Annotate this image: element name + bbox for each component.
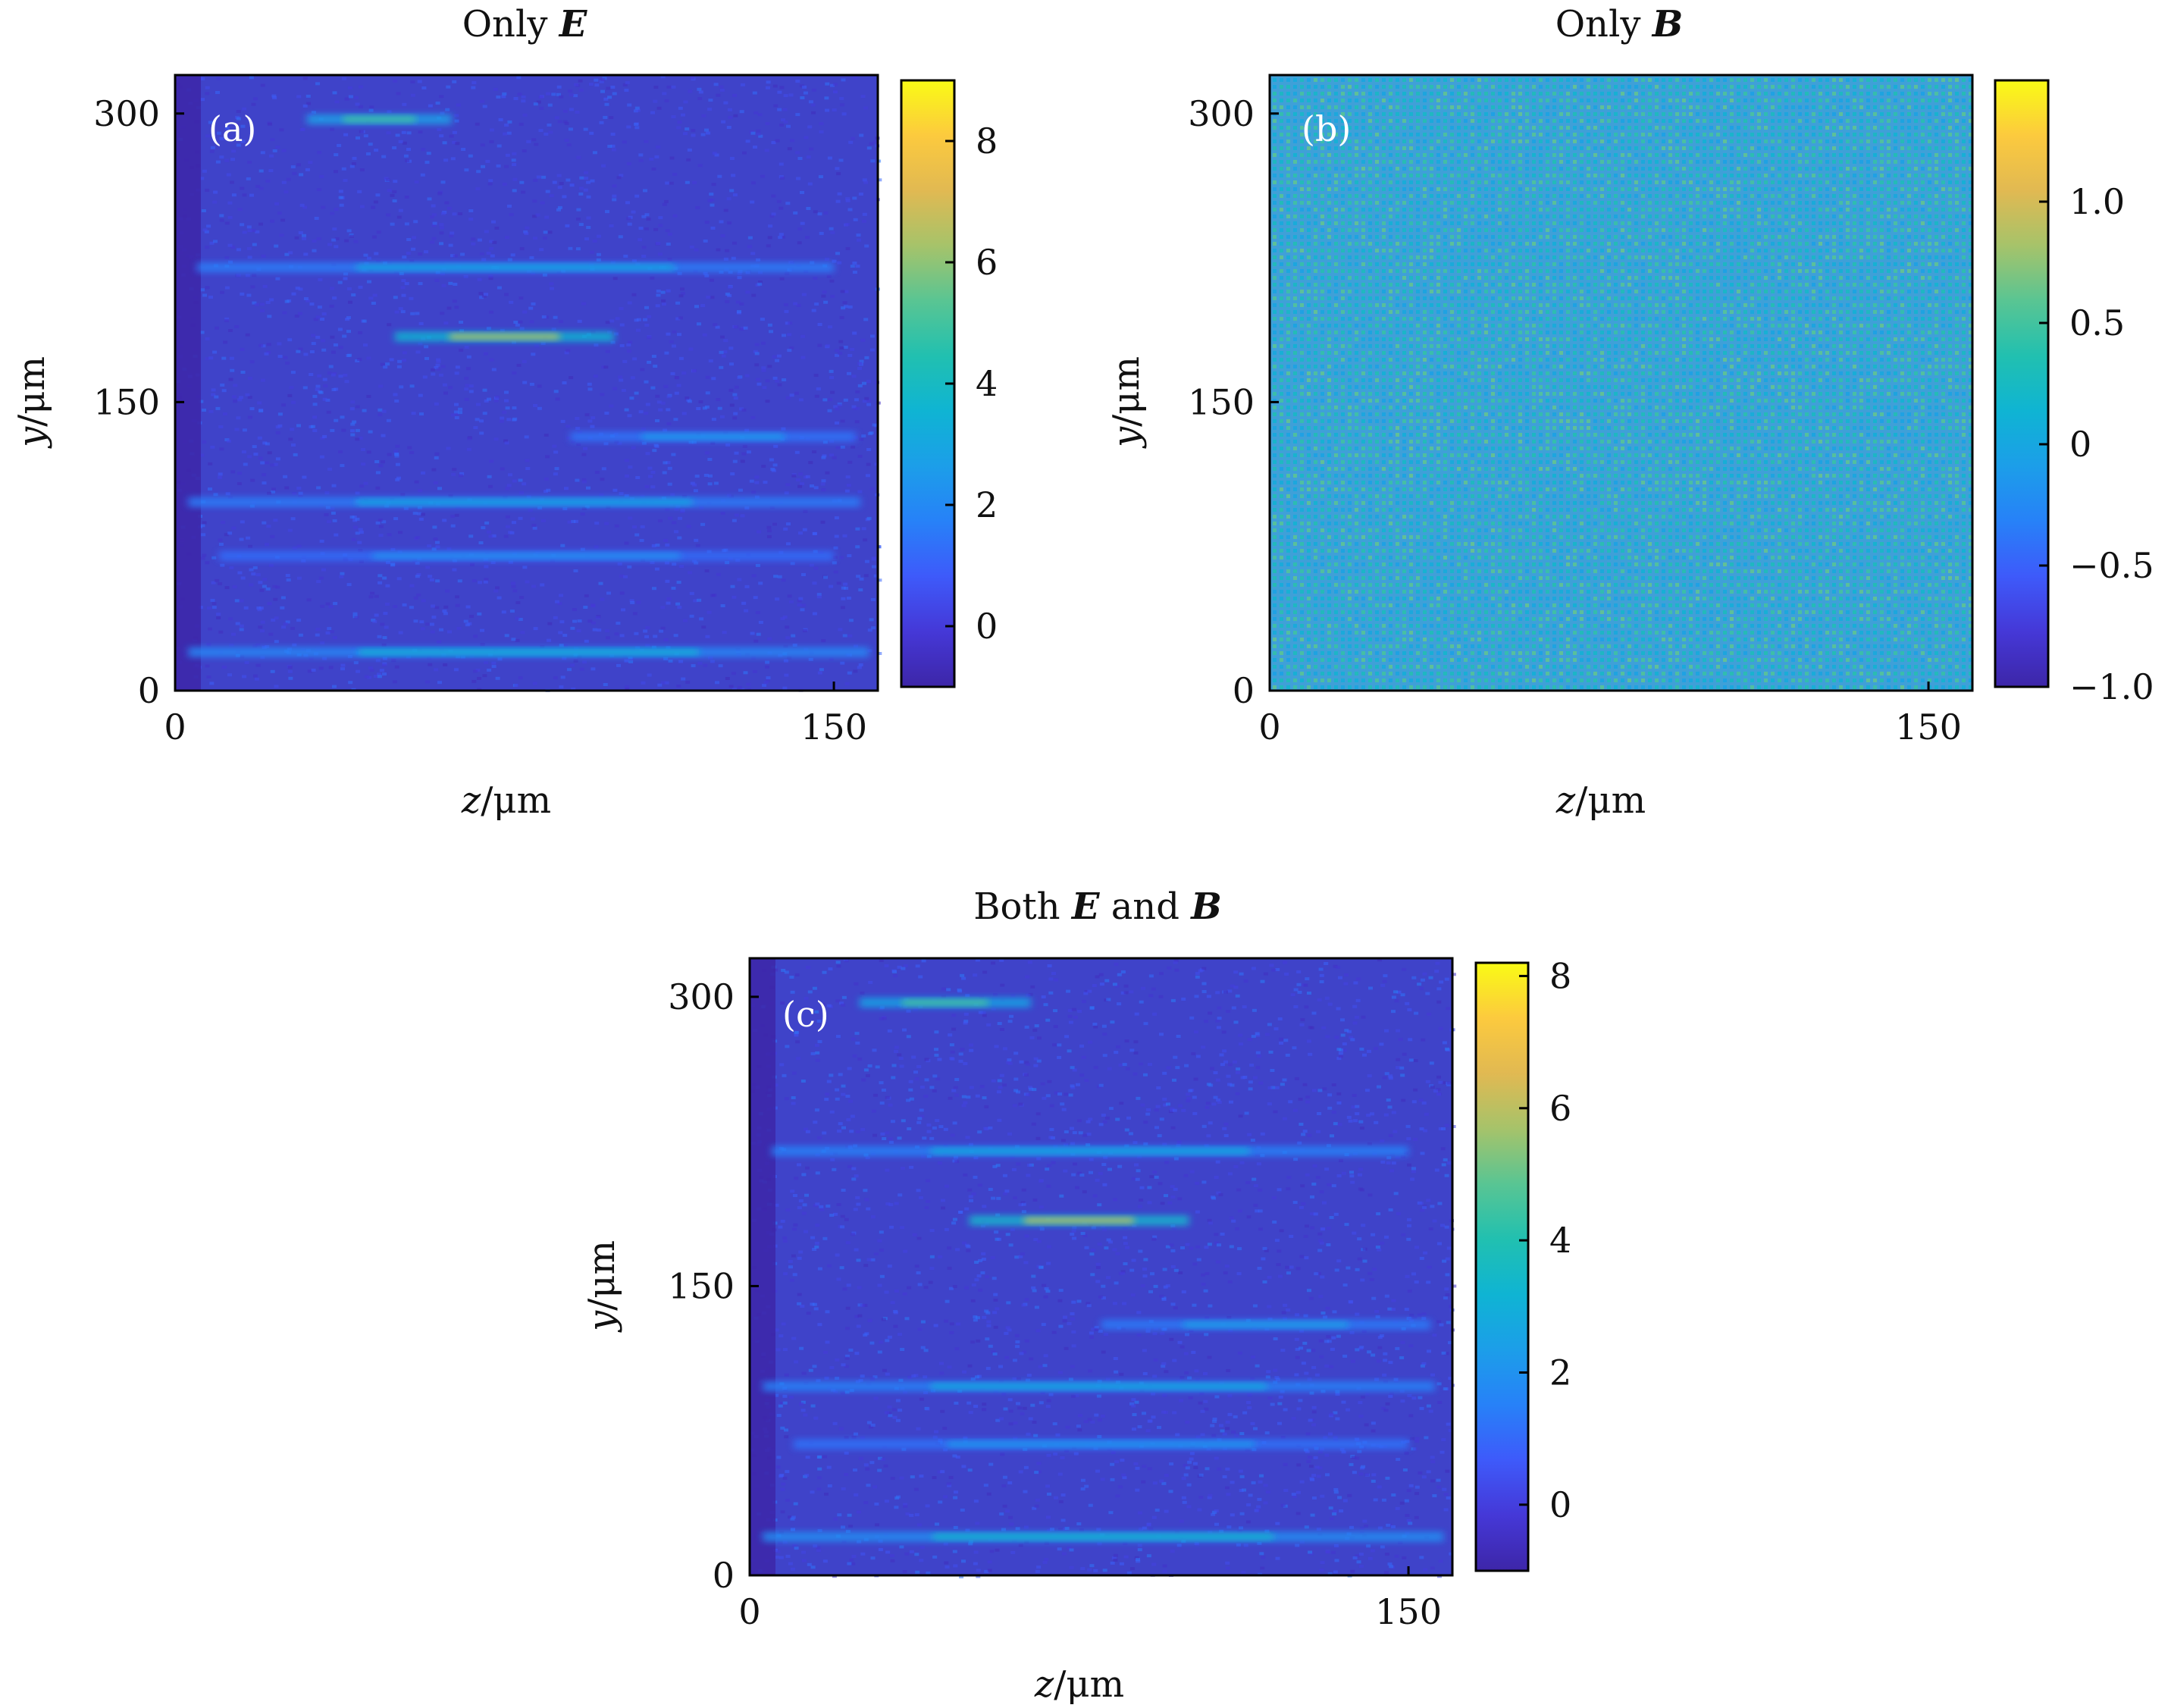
colorbar-tick-label: 1.0 xyxy=(2069,181,2125,222)
x-tick-label: 0 xyxy=(1258,707,1280,747)
panel-b-x-label: z/μm xyxy=(1555,779,1646,822)
panel-b-x-ticks: 0 150 xyxy=(1258,682,1962,747)
colorbar-gradient xyxy=(1476,963,1528,1571)
heatmap-left-edge xyxy=(750,958,775,1575)
panel-b: Only B (b) 0 150 0 150 300 z/μm y/μm −1.0 −0… xyxy=(1105,3,2154,822)
panel-b-y-label: y/μm xyxy=(1105,356,1148,449)
y-tick-label: 0 xyxy=(1233,670,1255,711)
panel-a-heatmap xyxy=(175,75,882,692)
heatmap-streak xyxy=(306,114,453,125)
heatmap-streak xyxy=(570,431,857,443)
panel-c-x-ticks: 0 150 xyxy=(738,1566,1442,1632)
panel-a-frame xyxy=(174,74,879,692)
panel-a-x-ticks: 0 150 xyxy=(164,682,867,747)
heatmap-streak xyxy=(218,550,835,562)
panel-a-x-label: z/μm xyxy=(461,779,551,822)
heatmap-background xyxy=(1270,75,1972,691)
heatmap-streak xyxy=(196,262,835,273)
heatmap-streak xyxy=(859,997,1031,1008)
heatmap-streak xyxy=(188,647,869,658)
y-tick-label: 300 xyxy=(93,93,160,134)
colorbar-frame xyxy=(1994,79,2050,688)
panel-c-tag: (c) xyxy=(782,994,829,1035)
colorbar-tick-label: 2 xyxy=(976,484,998,525)
heatmap-streak xyxy=(793,1439,1409,1450)
panel-b-tag: (b) xyxy=(1302,108,1351,149)
colorbar-tick-label: 6 xyxy=(976,242,998,283)
colorbar-tick-label: 0 xyxy=(976,606,998,647)
heatmap-streak xyxy=(1101,1319,1431,1330)
y-tick-label: 150 xyxy=(93,381,160,422)
colorbar-tick-label: −1.0 xyxy=(2069,666,2154,707)
x-tick-label: 0 xyxy=(164,707,186,747)
colorbar-tick-label: 2 xyxy=(1549,1352,1571,1393)
y-tick-label: 0 xyxy=(713,1555,735,1596)
heatmap-streak xyxy=(188,497,860,508)
panel-c-x-label: z/μm xyxy=(1034,1663,1124,1706)
panel-a-colorbar: 0 2 4 6 8 xyxy=(900,79,998,688)
colorbar-tick-label: −0.5 xyxy=(2069,545,2154,586)
colorbar-frame xyxy=(1474,961,1530,1572)
heatmap-streak xyxy=(394,331,615,343)
y-tick-label: 150 xyxy=(1188,381,1255,422)
y-tick-label: 150 xyxy=(668,1265,735,1306)
colorbar-tick-label: 4 xyxy=(976,363,998,404)
panel-c-y-label: y/μm xyxy=(581,1240,623,1333)
colorbar-tick-label: 6 xyxy=(1549,1088,1571,1129)
panel-b-colorbar: −1.0 −0.5 0 0.5 1.0 xyxy=(1994,79,2154,707)
panel-a-y-ticks: 0 150 300 xyxy=(93,93,184,711)
panel-b-y-ticks: 0 150 300 xyxy=(1188,93,1279,711)
colorbar-tick-label: 8 xyxy=(1549,955,1571,996)
panel-c-colorbar: 0 2 4 6 8 xyxy=(1474,955,1571,1572)
heatmap-streak xyxy=(969,1214,1189,1226)
x-tick-label: 0 xyxy=(738,1591,760,1632)
panel-b-frame xyxy=(1268,74,1974,692)
y-tick-label: 300 xyxy=(668,976,735,1017)
colorbar-tick-label: 8 xyxy=(976,121,998,161)
colorbar-tick-label: 0 xyxy=(1549,1484,1571,1525)
panel-a-title: Only E xyxy=(462,3,588,45)
colorbar-gradient xyxy=(1995,80,2048,687)
y-tick-label: 0 xyxy=(138,670,160,711)
heatmap-lattice xyxy=(1273,78,1972,689)
panel-c-y-ticks: 0 150 300 xyxy=(668,976,759,1596)
heatmap-left-edge xyxy=(175,75,201,691)
x-tick-label: 150 xyxy=(1375,1591,1442,1632)
panel-a-y-label: y/μm xyxy=(11,356,53,449)
panel-a: Only E (a) 0 150 0 150 300 z/μm y/μm 0 2 4 6 8 xyxy=(11,3,998,822)
panel-a-tag: (a) xyxy=(208,108,256,149)
colorbar-tick-label: 0 xyxy=(2069,424,2091,465)
panel-b-heatmap xyxy=(1270,75,1972,691)
heatmap-streak xyxy=(763,1381,1435,1392)
panel-c-heatmap xyxy=(750,958,1457,1578)
y-tick-label: 300 xyxy=(1188,93,1255,134)
panel-b-title: Only B xyxy=(1555,3,1684,45)
heatmap-streak xyxy=(763,1531,1444,1543)
colorbar-tick-label: 0.5 xyxy=(2069,302,2125,343)
x-tick-label: 150 xyxy=(1895,707,1962,747)
heatmap-streak xyxy=(771,1145,1409,1157)
panel-c-frame xyxy=(748,957,1454,1577)
panel-c-title: Both E and B xyxy=(973,885,1222,928)
colorbar-tick-label: 4 xyxy=(1549,1220,1571,1261)
x-tick-label: 150 xyxy=(800,707,867,747)
